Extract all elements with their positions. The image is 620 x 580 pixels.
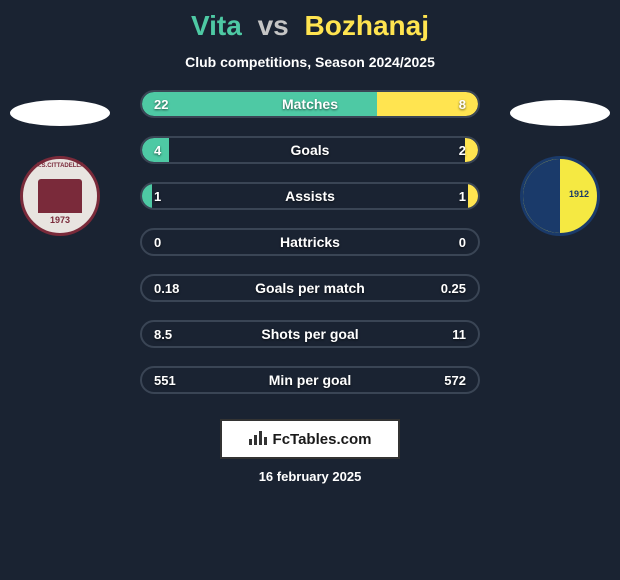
stat-value-right: 8	[459, 97, 466, 112]
stat-fill-left	[142, 184, 152, 208]
stat-label: Shots per goal	[261, 326, 358, 342]
brand-badge: FcTables.com	[220, 419, 400, 459]
stat-row: 1 1 Assists	[140, 182, 480, 210]
stat-label: Min per goal	[269, 372, 351, 388]
stat-fill-right	[465, 138, 478, 162]
club-right-year: 1912	[569, 189, 589, 199]
club-logo-right: 1912	[520, 156, 600, 236]
stat-row: 0.18 0.25 Goals per match	[140, 274, 480, 302]
stat-row: 4 2 Goals	[140, 136, 480, 164]
player2-avatar-area: 1912	[500, 90, 620, 390]
stat-row: 8.5 11 Shots per goal	[140, 320, 480, 348]
brand-text: FcTables.com	[273, 431, 372, 448]
stat-fill-right	[468, 184, 478, 208]
club-left-name: A.S.CITTADELLA	[36, 163, 85, 169]
stat-row: 22 8 Matches	[140, 90, 480, 118]
club-logo-left: A.S.CITTADELLA 1973	[20, 156, 100, 236]
stat-value-left: 1	[154, 189, 161, 204]
footer-date: 16 february 2025	[0, 469, 620, 484]
stat-label: Goals	[291, 142, 330, 158]
stat-value-left: 0	[154, 235, 161, 250]
club-left-year: 1973	[50, 215, 70, 225]
vs-text: vs	[258, 10, 289, 41]
stat-label: Goals per match	[255, 280, 365, 296]
stat-value-right: 0	[459, 235, 466, 250]
stat-value-left: 0.18	[154, 281, 179, 296]
chart-icon	[249, 429, 267, 450]
subtitle: Club competitions, Season 2024/2025	[0, 54, 620, 70]
stat-value-right: 0.25	[441, 281, 466, 296]
stat-label: Hattricks	[280, 234, 340, 250]
player1-silhouette	[10, 100, 110, 126]
main-content: A.S.CITTADELLA 1973 1912 22 8 Matches 4 2 Goa…	[0, 90, 620, 394]
stat-value-right: 572	[444, 373, 466, 388]
stat-label: Assists	[285, 188, 335, 204]
stat-value-right: 2	[459, 143, 466, 158]
stat-value-left: 4	[154, 143, 161, 158]
stat-fill-left	[142, 92, 377, 116]
stats-container: 228Matches42Goals11Assists00Hattricks0.1…	[140, 90, 480, 394]
stat-value-left: 22	[154, 97, 168, 112]
stat-row: 551 572 Min per goal	[140, 366, 480, 394]
player2-silhouette	[510, 100, 610, 126]
player2-name: Bozhanaj	[305, 10, 429, 41]
player1-name: Vita	[191, 10, 242, 41]
stat-row: 0 0 Hattricks	[140, 228, 480, 256]
stat-label: Matches	[282, 96, 338, 112]
player1-avatar-area: A.S.CITTADELLA 1973	[0, 90, 120, 390]
comparison-title: Vita vs Bozhanaj	[0, 0, 620, 42]
stat-value-left: 551	[154, 373, 176, 388]
stat-value-left: 8.5	[154, 327, 172, 342]
stat-value-right: 11	[452, 327, 466, 342]
stat-value-right: 1	[459, 189, 466, 204]
